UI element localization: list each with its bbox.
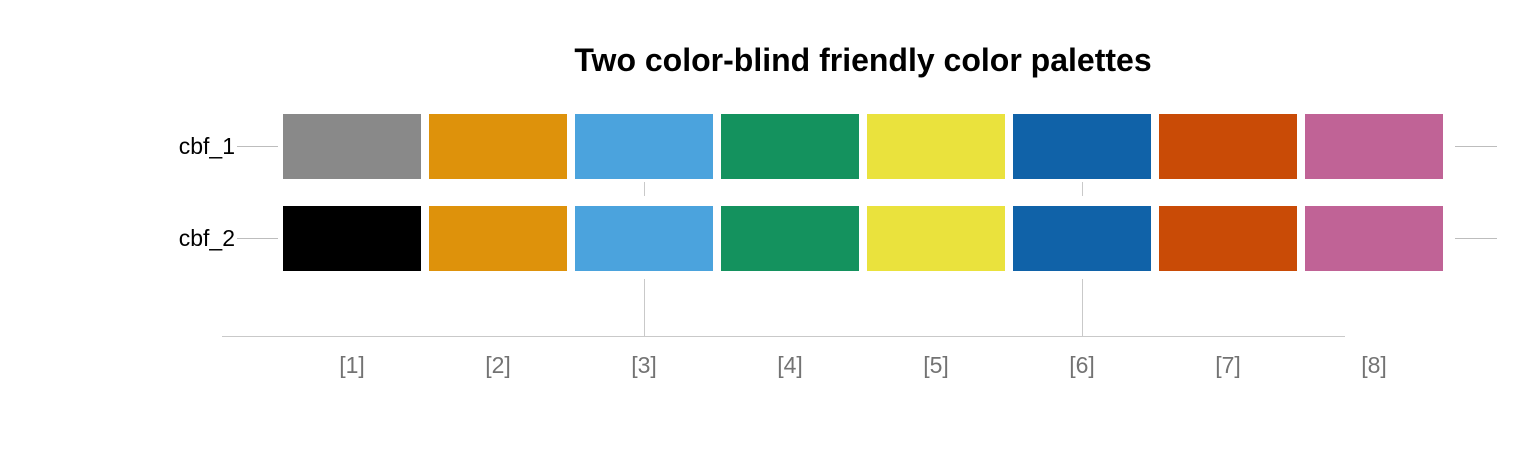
gridline-stub-col3 [644, 182, 645, 196]
palette-swatch-cbf_1-6 [1013, 114, 1151, 179]
x-axis-label-8: [8] [1361, 352, 1387, 378]
palette-swatch-cbf_2-6 [1013, 206, 1151, 271]
palette-swatch-cbf_1-8 [1305, 114, 1443, 179]
row-label-cbf_2: cbf_2 [178, 225, 235, 251]
x-axis-label-7: [7] [1215, 352, 1241, 378]
x-axis-label-5: [5] [923, 352, 949, 378]
x-axis-label-1: [1] [339, 352, 365, 378]
palette-swatch-cbf_1-7 [1159, 114, 1297, 179]
x-axis-label-6: [6] [1069, 352, 1095, 378]
x-axis-label-2: [2] [485, 352, 511, 378]
palette-swatch-cbf_2-7 [1159, 206, 1297, 271]
row-left-tick [237, 238, 278, 239]
palette-swatch-cbf_1-2 [429, 114, 567, 179]
gridline-col3 [644, 279, 645, 336]
palette-swatch-cbf_2-5 [867, 206, 1005, 271]
gridline-stub-col6 [1082, 182, 1083, 196]
x-axis-label-3: [3] [631, 352, 657, 378]
row-right-tick [1455, 238, 1497, 239]
x-axis-label-4: [4] [777, 352, 803, 378]
palette-swatch-cbf_1-1 [283, 114, 421, 179]
palette-swatch-cbf_2-3 [575, 206, 713, 271]
palette-swatch-cbf_1-5 [867, 114, 1005, 179]
row-left-tick [237, 146, 278, 147]
palette-swatch-cbf_2-1 [283, 206, 421, 271]
palette-swatch-cbf_2-2 [429, 206, 567, 271]
x-axis-line [222, 336, 1345, 337]
gridline-col6 [1082, 279, 1083, 336]
palette-swatch-cbf_1-4 [721, 114, 859, 179]
chart-title: Two color-blind friendly color palettes [574, 42, 1152, 78]
palette-swatch-cbf_1-3 [575, 114, 713, 179]
palette-swatch-cbf_2-8 [1305, 206, 1443, 271]
row-label-cbf_1: cbf_1 [178, 133, 235, 159]
row-right-tick [1455, 146, 1497, 147]
palette-swatch-cbf_2-4 [721, 206, 859, 271]
